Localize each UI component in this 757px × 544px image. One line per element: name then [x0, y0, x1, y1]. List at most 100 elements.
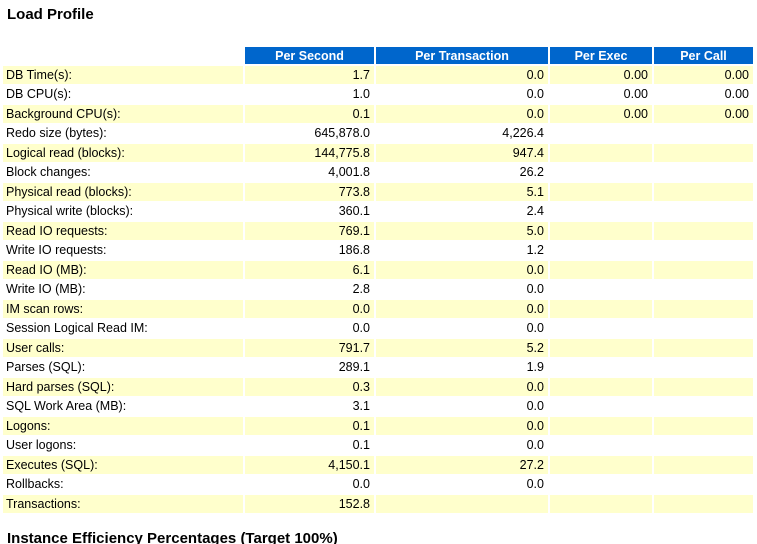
per-exec-cell	[550, 358, 652, 376]
per-transaction-cell: 0.0	[376, 397, 548, 415]
per-exec-cell	[550, 202, 652, 220]
per-transaction-cell: 26.2	[376, 163, 548, 181]
per-call-cell	[654, 436, 753, 454]
table-row: Logical read (blocks): 144,775.8 947.4	[3, 144, 753, 162]
table-row: Background CPU(s): 0.1 0.0 0.00 0.00	[3, 105, 753, 123]
table-row: Write IO requests: 186.8 1.2	[3, 241, 753, 259]
per-transaction-cell: 5.2	[376, 339, 548, 357]
row-label-cell: Block changes:	[3, 163, 243, 181]
table-row: Session Logical Read IM: 0.0 0.0	[3, 319, 753, 337]
per-exec-cell	[550, 339, 652, 357]
per-transaction-cell: 0.0	[376, 105, 548, 123]
per-call-cell	[654, 280, 753, 298]
table-row: SQL Work Area (MB): 3.1 0.0	[3, 397, 753, 415]
per-second-cell: 360.1	[245, 202, 374, 220]
per-second-cell: 773.8	[245, 183, 374, 201]
table-row: Parses (SQL): 289.1 1.9	[3, 358, 753, 376]
table-row: Read IO (MB): 6.1 0.0	[3, 261, 753, 279]
per-call-cell	[654, 319, 753, 337]
per-second-cell: 1.7	[245, 66, 374, 84]
per-transaction-cell: 0.0	[376, 475, 548, 493]
row-label-cell: Transactions:	[3, 495, 243, 513]
per-transaction-cell: 5.1	[376, 183, 548, 201]
per-exec-cell	[550, 475, 652, 493]
per-transaction-cell: 27.2	[376, 456, 548, 474]
per-second-cell: 0.1	[245, 417, 374, 435]
per-transaction-cell: 0.0	[376, 417, 548, 435]
per-exec-cell	[550, 124, 652, 142]
row-label-cell: DB Time(s):	[3, 66, 243, 84]
table-header: Per Second Per Transaction Per Exec Per …	[3, 47, 753, 64]
per-call-cell	[654, 378, 753, 396]
per-transaction-cell: 1.2	[376, 241, 548, 259]
row-label-cell: Background CPU(s):	[3, 105, 243, 123]
per-transaction-cell	[376, 495, 548, 513]
table-row: DB Time(s): 1.7 0.0 0.00 0.00	[3, 66, 753, 84]
per-second-cell: 769.1	[245, 222, 374, 240]
table-row: Redo size (bytes): 645,878.0 4,226.4	[3, 124, 753, 142]
per-transaction-cell: 0.0	[376, 300, 548, 318]
per-exec-cell	[550, 241, 652, 259]
row-label-cell: DB CPU(s):	[3, 85, 243, 103]
per-exec-cell	[550, 436, 652, 454]
row-label-cell: Redo size (bytes):	[3, 124, 243, 142]
row-label-cell: Session Logical Read IM:	[3, 319, 243, 337]
row-label-cell: Logons:	[3, 417, 243, 435]
per-exec-cell	[550, 144, 652, 162]
row-label-cell: Executes (SQL):	[3, 456, 243, 474]
table-row: IM scan rows: 0.0 0.0	[3, 300, 753, 318]
per-transaction-cell: 0.0	[376, 66, 548, 84]
per-second-cell: 0.0	[245, 300, 374, 318]
per-second-cell: 0.0	[245, 319, 374, 337]
next-section-title: Instance Efficiency Percentages (Target …	[7, 529, 338, 544]
per-second-cell: 791.7	[245, 339, 374, 357]
column-header-per-exec: Per Exec	[550, 47, 652, 64]
table-row: Physical read (blocks): 773.8 5.1	[3, 183, 753, 201]
table-body: DB Time(s): 1.7 0.0 0.00 0.00 DB CPU(s):…	[3, 66, 753, 513]
per-transaction-cell: 5.0	[376, 222, 548, 240]
table-row: Rollbacks: 0.0 0.0	[3, 475, 753, 493]
row-label-cell: User logons:	[3, 436, 243, 454]
per-exec-cell: 0.00	[550, 66, 652, 84]
per-transaction-cell: 0.0	[376, 436, 548, 454]
row-label-cell: Rollbacks:	[3, 475, 243, 493]
per-exec-cell	[550, 261, 652, 279]
table-row: Physical write (blocks): 360.1 2.4	[3, 202, 753, 220]
per-call-cell	[654, 495, 753, 513]
per-transaction-cell: 0.0	[376, 85, 548, 103]
table-row: User logons: 0.1 0.0	[3, 436, 753, 454]
row-label-cell: IM scan rows:	[3, 300, 243, 318]
per-call-cell	[654, 261, 753, 279]
per-call-cell	[654, 202, 753, 220]
per-call-cell	[654, 144, 753, 162]
per-call-cell	[654, 124, 753, 142]
per-call-cell	[654, 300, 753, 318]
per-call-cell	[654, 456, 753, 474]
column-header-per-transaction: Per Transaction	[376, 47, 548, 64]
per-exec-cell	[550, 222, 652, 240]
per-second-cell: 4,150.1	[245, 456, 374, 474]
per-transaction-cell: 0.0	[376, 319, 548, 337]
per-exec-cell	[550, 378, 652, 396]
per-call-cell	[654, 339, 753, 357]
table-row: DB CPU(s): 1.0 0.0 0.00 0.00	[3, 85, 753, 103]
table-row: Transactions: 152.8	[3, 495, 753, 513]
row-label-cell: Read IO (MB):	[3, 261, 243, 279]
table-row: Executes (SQL): 4,150.1 27.2	[3, 456, 753, 474]
row-label-cell: Hard parses (SQL):	[3, 378, 243, 396]
per-exec-cell	[550, 280, 652, 298]
per-second-cell: 0.0	[245, 475, 374, 493]
per-call-cell	[654, 222, 753, 240]
row-label-cell: Physical write (blocks):	[3, 202, 243, 220]
per-call-cell	[654, 475, 753, 493]
per-call-cell	[654, 417, 753, 435]
per-second-cell: 2.8	[245, 280, 374, 298]
per-call-cell: 0.00	[654, 105, 753, 123]
per-call-cell	[654, 241, 753, 259]
per-second-cell: 1.0	[245, 85, 374, 103]
per-call-cell	[654, 183, 753, 201]
load-profile-table: Per Second Per Transaction Per Exec Per …	[1, 45, 755, 515]
per-exec-cell: 0.00	[550, 85, 652, 103]
per-exec-cell	[550, 300, 652, 318]
column-header-per-second: Per Second	[245, 47, 374, 64]
